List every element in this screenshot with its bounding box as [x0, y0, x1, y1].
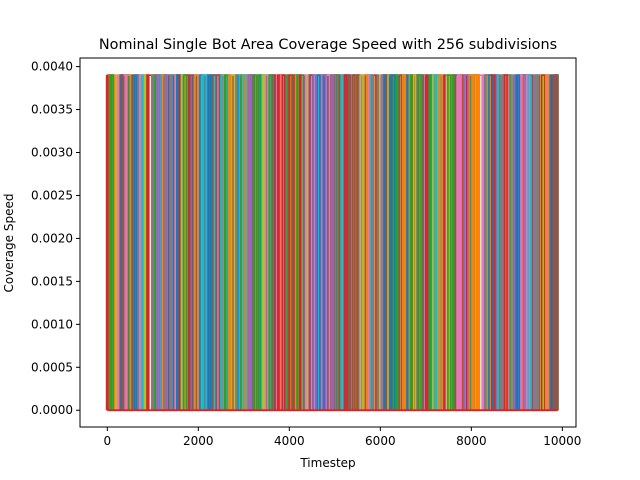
plot-area [105, 74, 559, 412]
x-tick-label: 10000 [543, 434, 581, 448]
y-tick-label: 0.0020 [31, 231, 73, 245]
series-line [109, 74, 399, 411]
series-line [300, 74, 413, 411]
y-tick-label: 0.0030 [31, 146, 73, 160]
x-tick-label: 6000 [365, 434, 396, 448]
plot-frame [79, 57, 577, 428]
series-line [119, 74, 430, 411]
x-tick-label: 8000 [456, 434, 487, 448]
series-layer [105, 74, 559, 412]
y-tick-label: 0.0015 [31, 274, 73, 288]
x-tick-label: 4000 [274, 434, 305, 448]
y-axis: 0.0000 0.0005 0.0010 0.0015 0.0020 0.0025 0.00… [31, 60, 80, 417]
x-tick-label: 0 [103, 434, 111, 448]
series-line [150, 74, 238, 411]
series-line [247, 74, 469, 411]
y-tick-label: 0.0005 [31, 360, 73, 374]
series-line [202, 74, 343, 411]
y-tick-label: 0.0040 [31, 60, 73, 74]
chart-title: Nominal Single Bot Area Coverage Speed w… [99, 37, 557, 53]
series-line [143, 74, 480, 411]
series-line [194, 74, 480, 411]
series-line [321, 74, 334, 411]
y-tick-label: 0.0035 [31, 103, 73, 117]
x-axis: 0 2000 4000 6000 8000 10000 [103, 427, 581, 448]
x-tick-label: 2000 [183, 434, 214, 448]
y-tick-label: 0.0025 [31, 188, 73, 202]
series-line [552, 74, 558, 411]
x-axis-label: Timestep [299, 456, 355, 470]
series-line [176, 74, 494, 411]
y-tick-label: 0.0000 [31, 403, 73, 417]
y-tick-label: 0.0010 [31, 317, 73, 331]
series-line [212, 74, 356, 411]
y-axis-label: Coverage Speed [2, 194, 16, 293]
series-line [295, 74, 508, 411]
series-line [425, 74, 496, 411]
series-line [281, 74, 348, 411]
